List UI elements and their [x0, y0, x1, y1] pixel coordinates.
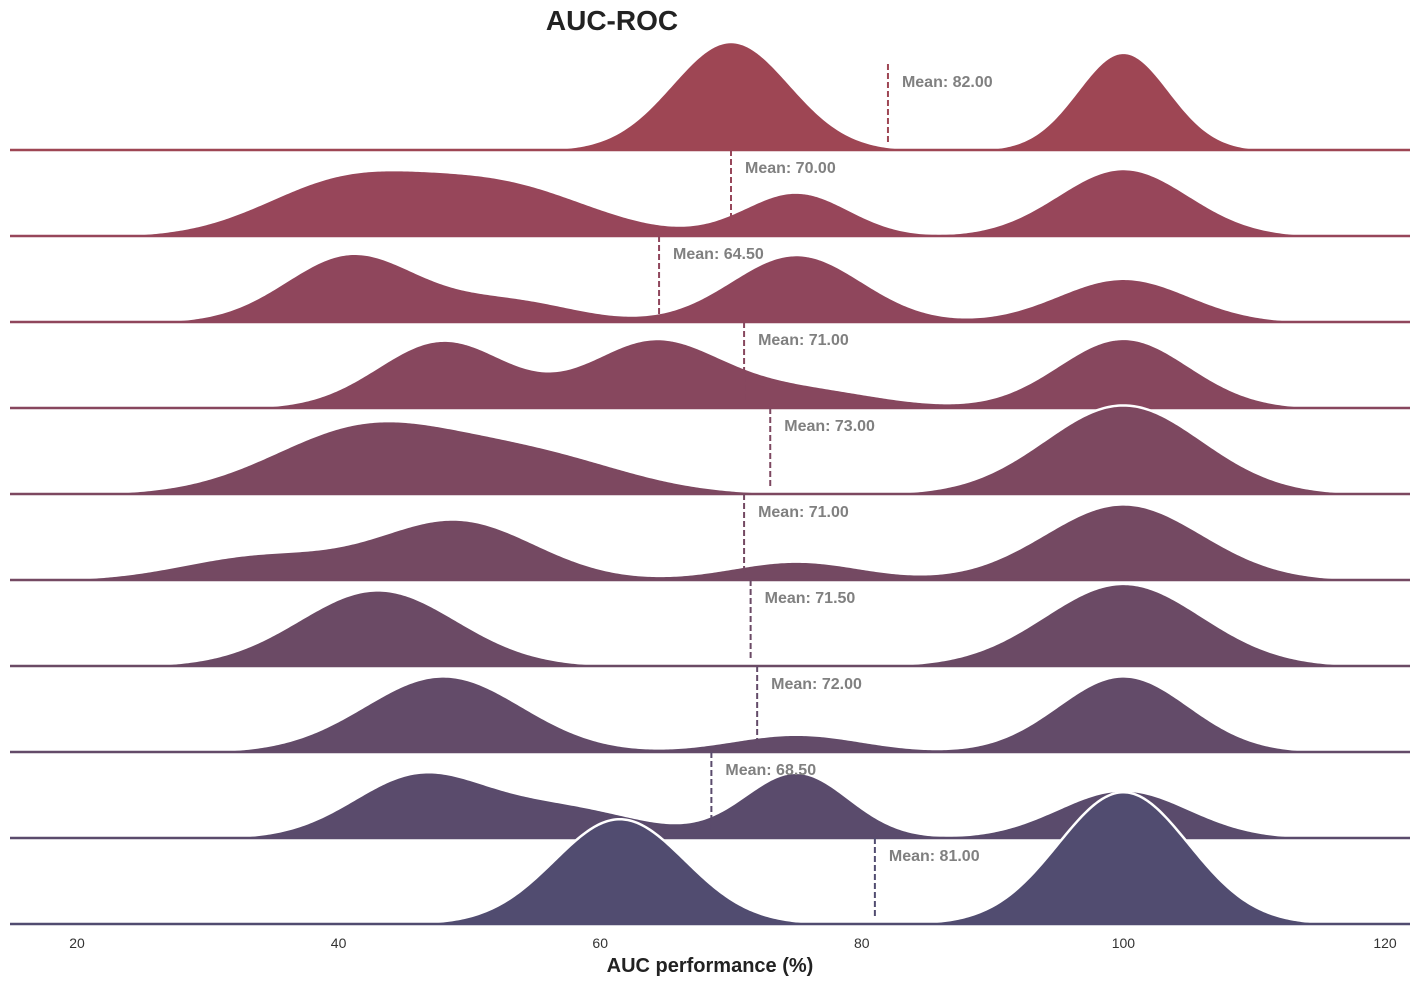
ridge-5: Mean: 73.00: [10, 404, 1411, 496]
mean-label: Mean: 68.50: [725, 762, 816, 779]
density-area: [10, 338, 1410, 408]
density-area: [10, 583, 1410, 666]
chart-title: AUC-ROC: [546, 5, 678, 36]
mean-label: Mean: 81.00: [889, 848, 980, 865]
density-area: [10, 42, 1410, 150]
x-tick-label: 60: [592, 935, 608, 951]
density-area: [10, 253, 1410, 322]
ridge-6: Mean: 71.00: [9, 494, 1411, 582]
density-area: [10, 772, 1410, 838]
density-outline: [10, 675, 1410, 754]
x-tick-label: 20: [69, 935, 85, 951]
ridge-1: Mean: 82.00: [10, 40, 1410, 152]
ridge-10: Mean: 81.00: [10, 790, 1410, 926]
density-outline: [10, 770, 1410, 840]
x-axis-label: AUC performance (%): [607, 955, 814, 977]
ridges-group: Mean: 82.00 Mean: 70.00 Mean: 64.50 Mean: 7…: [9, 40, 1411, 926]
density-outline: [9, 503, 1411, 582]
mean-label: Mean: 71.50: [765, 590, 856, 607]
density-area: [10, 792, 1410, 924]
x-axis: 20 40 60 80 100 120: [69, 935, 1397, 951]
mean-label: Mean: 71.00: [758, 332, 849, 349]
x-tick-label: 40: [331, 935, 347, 951]
density-area: [10, 504, 1410, 580]
x-tick-label: 120: [1373, 935, 1397, 951]
mean-label: Mean: 73.00: [784, 418, 875, 435]
mean-label: Mean: 64.50: [673, 246, 764, 263]
mean-label: Mean: 71.00: [758, 504, 849, 521]
ridge-2: Mean: 70.00: [10, 150, 1411, 238]
ridge-4: Mean: 71.00: [10, 322, 1411, 410]
ridge-9: Mean: 68.50: [10, 752, 1410, 840]
ridge-3: Mean: 64.50: [10, 236, 1410, 324]
mean-label: Mean: 70.00: [745, 160, 836, 177]
density-outline: [10, 167, 1411, 238]
density-outline: [10, 404, 1411, 496]
mean-label: Mean: 82.00: [902, 74, 993, 91]
x-tick-label: 100: [1112, 935, 1136, 951]
density-area: [10, 405, 1410, 494]
density-outline: [10, 252, 1410, 324]
x-tick-label: 80: [854, 935, 870, 951]
ridge-8: Mean: 72.00: [10, 666, 1410, 754]
density-area: [10, 169, 1410, 236]
ridge-7: Mean: 71.50: [10, 580, 1411, 668]
mean-label: Mean: 72.00: [771, 676, 862, 693]
density-area: [10, 676, 1410, 752]
